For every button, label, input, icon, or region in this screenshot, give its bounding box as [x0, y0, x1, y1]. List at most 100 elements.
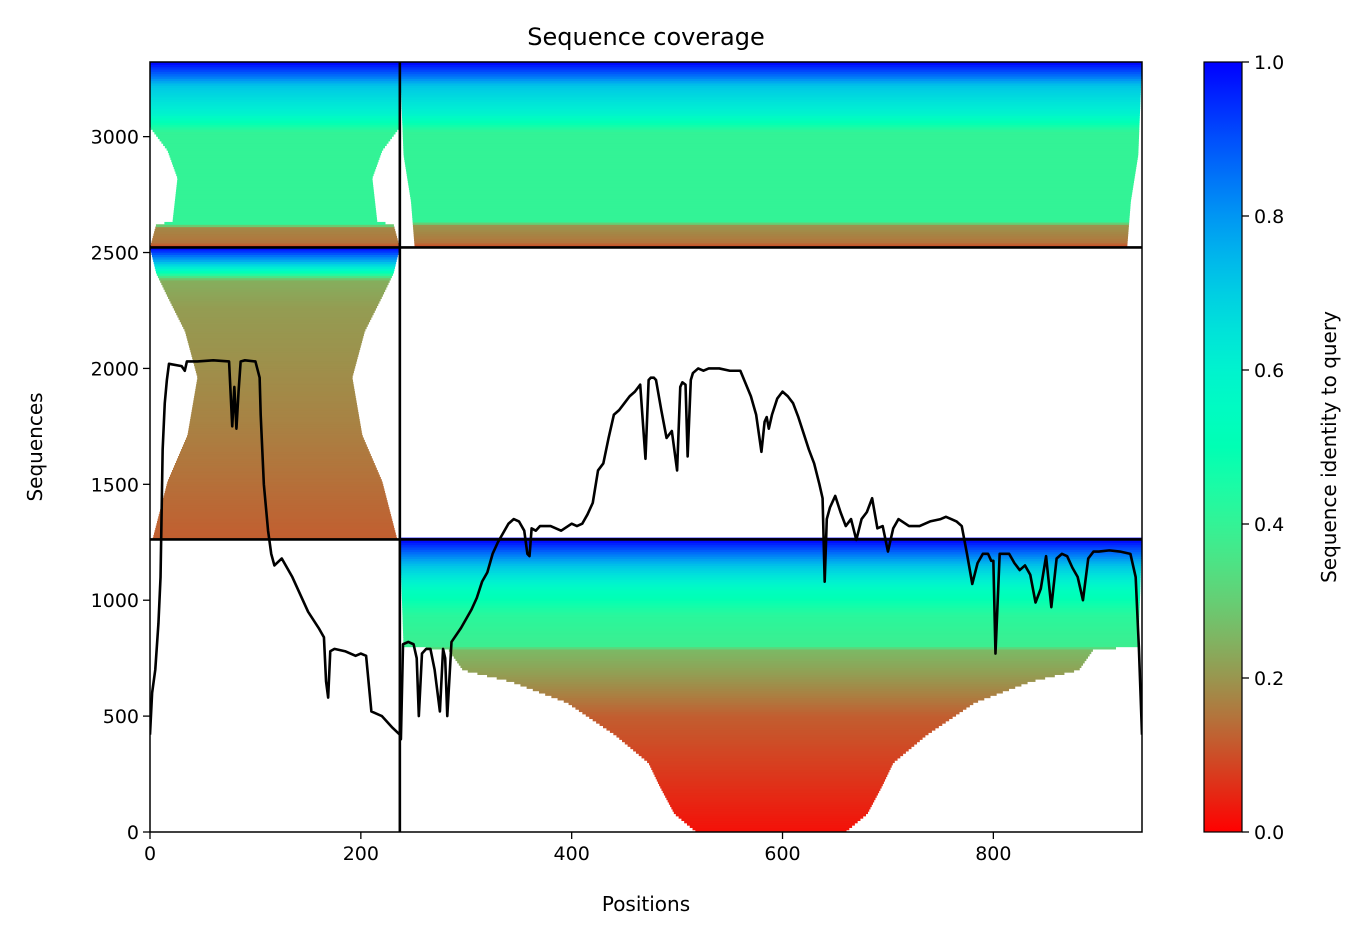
heatmap-row	[401, 103, 1141, 107]
heatmap-row	[407, 180, 1135, 184]
y-tick-label: 3000	[91, 127, 139, 149]
heatmap-row	[155, 226, 395, 230]
heatmap-row	[526, 685, 1016, 689]
heatmap-row	[662, 790, 880, 794]
heatmap-row	[404, 161, 1137, 165]
heatmap-row	[178, 453, 371, 457]
heatmap-row	[413, 231, 1129, 235]
heatmap-row	[402, 138, 1139, 142]
heatmap-row	[159, 511, 391, 515]
heatmap-row	[400, 73, 1142, 77]
heatmap-row	[152, 238, 398, 242]
heatmap-row	[403, 145, 1139, 149]
heatmap-row	[172, 219, 378, 223]
chain2-paired-block	[399, 62, 1142, 249]
heatmap-row	[411, 201, 1131, 204]
heatmap-row	[194, 395, 356, 399]
heatmap-row	[189, 421, 361, 425]
heatmap-row	[405, 163, 1137, 167]
heatmap-row	[150, 89, 400, 93]
x-tick-label: 0	[144, 843, 156, 865]
heatmap-row	[184, 328, 366, 332]
heatmap-row	[668, 801, 873, 805]
heatmap-row	[176, 458, 373, 462]
heatmap-row	[172, 305, 378, 309]
heatmap-row	[150, 73, 400, 77]
heatmap-row	[173, 208, 376, 211]
heatmap-row	[414, 242, 1128, 246]
heatmap-row	[402, 625, 1139, 629]
heatmap-row	[175, 310, 375, 313]
heatmap-row	[187, 340, 363, 344]
heatmap-row	[599, 723, 943, 726]
heatmap-row	[165, 486, 384, 490]
heatmap-row	[153, 259, 397, 262]
heatmap-row	[661, 787, 881, 791]
heatmap-row	[165, 291, 385, 295]
heatmap-row	[155, 268, 395, 272]
heatmap-row	[401, 112, 1140, 116]
heatmap-row	[448, 648, 1093, 652]
y-tick-label: 1500	[91, 474, 139, 496]
heatmap-row	[670, 804, 872, 808]
heatmap-row	[460, 665, 1082, 669]
heatmap-row	[173, 212, 377, 216]
heatmap-row	[400, 78, 1142, 82]
heatmap-row	[557, 697, 985, 701]
heatmap-row	[162, 497, 387, 501]
heatmap-row	[403, 641, 1139, 645]
heatmap-row	[150, 119, 400, 123]
heatmap-row	[624, 741, 918, 745]
heatmap-row	[172, 161, 378, 165]
heatmap-row	[401, 583, 1141, 587]
heatmap-row	[150, 110, 400, 114]
heatmap-row	[401, 577, 1141, 580]
heatmap-row	[412, 214, 1130, 218]
heatmap-row	[402, 614, 1140, 618]
heatmap-row	[188, 342, 362, 346]
heatmap-row	[402, 602, 1140, 606]
heatmap-row	[166, 147, 384, 151]
heatmap-row	[156, 272, 394, 276]
heatmap-row	[158, 513, 392, 517]
chain1-unpaired-block	[150, 247, 400, 541]
heatmap-row	[650, 764, 892, 768]
heatmap-row	[150, 66, 400, 70]
heatmap-row	[172, 163, 377, 167]
heatmap-row	[150, 94, 400, 98]
heatmap-row	[173, 307, 376, 311]
heatmap-row	[152, 129, 398, 133]
heatmap-row	[150, 106, 400, 109]
heatmap-row	[666, 797, 876, 801]
heatmap-row	[496, 676, 1046, 680]
heatmap-row	[411, 210, 1131, 214]
heatmap-row	[401, 108, 1141, 112]
heatmap-row	[400, 544, 1142, 548]
heatmap-row	[157, 518, 393, 522]
heatmap-row	[613, 732, 929, 736]
x-axis-label: Positions	[602, 892, 690, 916]
heatmap-row	[568, 702, 974, 706]
heatmap-row	[184, 439, 365, 443]
heatmap-row	[183, 326, 367, 330]
heatmap-row	[589, 716, 953, 720]
heatmap-row	[401, 106, 1141, 109]
heatmap-row	[410, 194, 1132, 198]
heatmap-row	[157, 520, 393, 524]
heatmap-row	[177, 314, 373, 318]
heatmap-row	[609, 730, 932, 733]
heatmap-row	[165, 488, 385, 492]
heatmap-row	[402, 604, 1140, 608]
heatmap-row	[150, 71, 400, 75]
heatmap-row	[190, 349, 360, 353]
colorbar-tick-label: 0.0	[1254, 822, 1284, 844]
heatmap-row	[665, 794, 877, 798]
heatmap-row	[153, 233, 397, 237]
heatmap-row	[401, 590, 1141, 594]
heatmap-row	[633, 748, 909, 752]
heatmap-row	[402, 623, 1140, 627]
heatmap-row	[168, 296, 382, 300]
heatmap-row	[150, 85, 400, 89]
heatmap-row	[182, 444, 367, 448]
heatmap-row	[171, 469, 378, 473]
